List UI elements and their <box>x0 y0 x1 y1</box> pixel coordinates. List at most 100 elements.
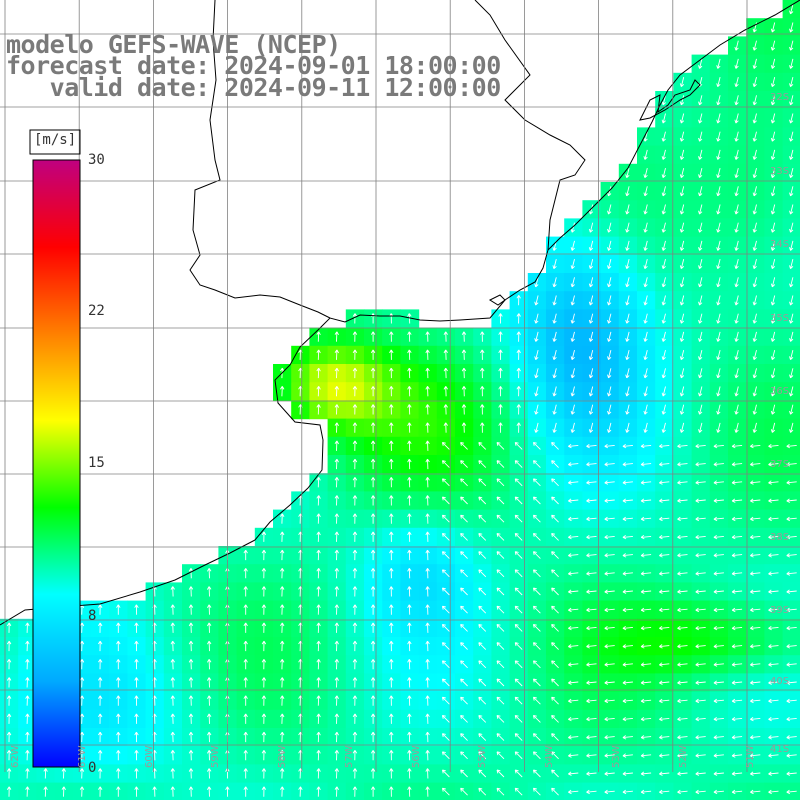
wind-arrow <box>659 716 670 722</box>
wind-arrow <box>768 753 779 758</box>
wind-arrow <box>640 716 652 722</box>
wind-arrow <box>460 696 468 705</box>
wind-arrow <box>389 513 394 524</box>
wind-arrow <box>352 604 358 615</box>
wind-arrow <box>588 240 594 251</box>
wind-arrow <box>514 623 523 632</box>
wind-arrow <box>643 222 648 233</box>
wind-arrow <box>622 789 633 795</box>
wind-arrow <box>443 349 448 360</box>
wind-arrow <box>188 750 194 761</box>
wind-arrow <box>789 295 794 306</box>
wind-arrow <box>586 698 597 704</box>
wind-arrow <box>334 713 339 724</box>
wind-arrow <box>280 622 285 633</box>
wind-arrow <box>625 240 630 251</box>
wind-arrow <box>643 240 648 251</box>
wind-arrow <box>498 313 503 324</box>
wind-arrow <box>207 786 212 797</box>
wind-arrow <box>768 662 779 667</box>
wind-arrow <box>586 789 597 795</box>
wind-arrow <box>716 349 721 361</box>
wind-arrow <box>752 131 757 142</box>
lat-lon-grid <box>0 0 800 772</box>
wind-arrow <box>622 553 633 558</box>
wind-arrow <box>750 753 761 758</box>
wind-arrow <box>695 534 706 540</box>
wind-arrow <box>316 531 321 542</box>
wind-arrow <box>261 604 267 615</box>
wind-arrow <box>679 95 685 106</box>
wind-arrow <box>607 295 612 306</box>
wind-arrow <box>407 331 412 342</box>
wind-arrow <box>750 589 761 594</box>
wind-arrow <box>586 516 597 522</box>
wind-arrow <box>352 568 358 579</box>
wind-arrow <box>532 478 541 487</box>
wind-arrow <box>588 204 594 215</box>
wind-arrow <box>316 568 321 579</box>
colorbar-tick-8: 8 <box>88 608 97 624</box>
wind-arrow <box>716 95 721 106</box>
wind-arrow <box>6 786 12 797</box>
lon-label: 57W <box>343 745 355 768</box>
wind-arrow <box>607 386 612 397</box>
lon-label: 59W <box>210 745 222 768</box>
wind-arrow <box>731 662 743 667</box>
wind-arrow <box>478 660 487 669</box>
wind-arrow <box>661 386 666 397</box>
colorbar-frame <box>32 159 81 768</box>
wind-arrow <box>407 786 412 797</box>
wind-arrow <box>243 713 248 724</box>
wind-arrow <box>316 750 321 761</box>
wind-arrow <box>770 222 776 233</box>
wind-arrow <box>407 440 412 451</box>
wind-arrow <box>496 514 505 523</box>
wind-arrow <box>731 571 743 576</box>
wind-arrow <box>770 113 776 124</box>
wind-arrow <box>588 277 594 288</box>
wind-arrow <box>389 349 394 360</box>
wind-arrow <box>389 458 394 470</box>
wind-arrow <box>98 695 103 706</box>
coastline <box>0 0 800 626</box>
wind-arrow <box>116 640 121 652</box>
wind-arrow <box>604 553 615 558</box>
wind-arrow <box>786 735 797 740</box>
wind-arrow <box>407 677 412 688</box>
wind-arrow <box>734 76 739 88</box>
wind-arrow <box>570 331 575 342</box>
wind-arrow <box>698 204 703 215</box>
wind-arrow <box>352 422 358 433</box>
wind-arrow <box>607 277 612 288</box>
wind-arrow <box>6 768 12 779</box>
wind-arrow <box>316 331 321 342</box>
lat-label: 36S <box>770 386 790 397</box>
wind-arrow <box>389 604 394 615</box>
wind-arrow <box>786 553 797 558</box>
wind-arrow <box>770 58 776 69</box>
wind-arrow <box>568 698 579 704</box>
wind-arrow <box>640 480 652 485</box>
wind-arrow <box>280 786 285 797</box>
wind-arrow <box>352 477 358 488</box>
wind-arrow <box>98 750 103 761</box>
wind-arrow <box>441 587 450 596</box>
wind-arrow <box>425 568 430 579</box>
wind-arrow <box>6 750 12 761</box>
wind-arrow <box>659 571 670 576</box>
wind-arrow <box>622 498 633 503</box>
wind-arrow <box>243 640 248 652</box>
wind-arrow <box>425 677 430 688</box>
wind-arrow <box>770 331 776 342</box>
wind-arrow <box>407 313 412 324</box>
wind-arrow <box>695 480 706 485</box>
wind-arrow <box>116 713 121 724</box>
wind-arrow <box>370 768 376 779</box>
wind-arrow <box>731 771 743 776</box>
wind-arrow <box>532 714 541 723</box>
wind-arrow <box>768 498 779 503</box>
wind-arrow <box>25 750 30 761</box>
lon-label: 51W <box>744 745 756 768</box>
wind-arrow <box>570 422 575 433</box>
